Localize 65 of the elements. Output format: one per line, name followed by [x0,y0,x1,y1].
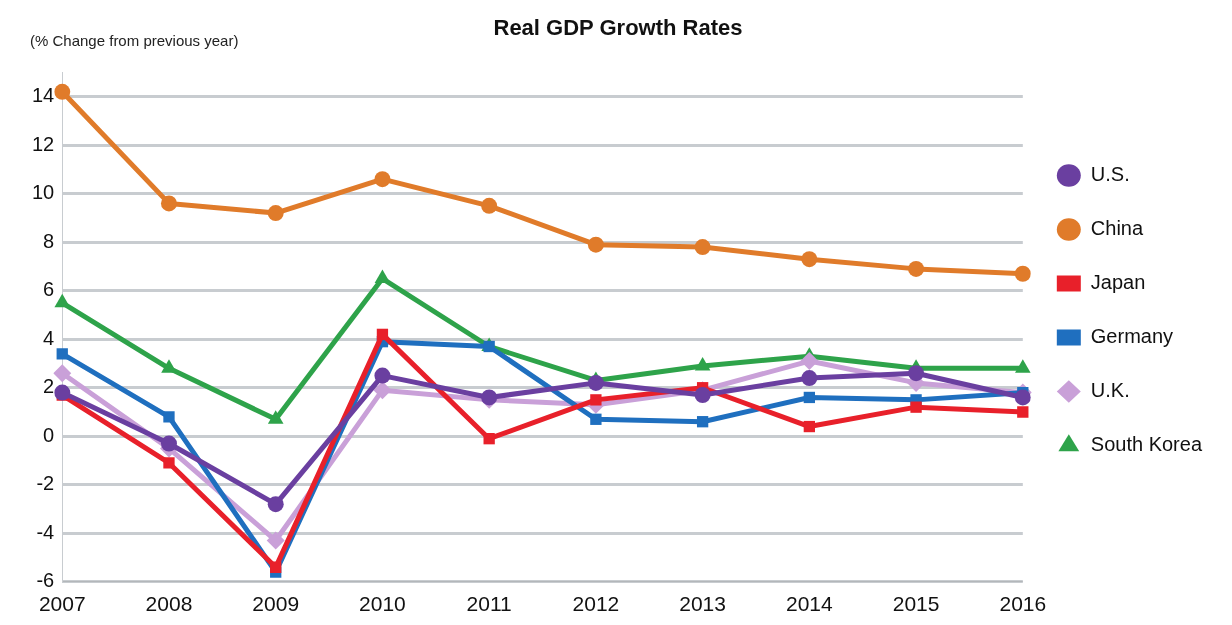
point [481,197,498,214]
x-tick-label: 2007 [38,592,86,616]
point [160,195,177,212]
point [53,364,72,383]
y-tick-label: -6 [36,569,55,592]
x-tick-label: 2010 [359,592,406,616]
point [1017,406,1029,418]
point [1014,389,1031,406]
point [694,387,711,404]
point [587,236,604,253]
point [374,367,391,384]
point [54,384,71,401]
legend-label: South Korea [1090,433,1203,456]
point [800,352,819,371]
point [376,328,389,341]
y-tick-label: -4 [36,520,55,543]
x-tick-label: 2015 [892,592,940,616]
point [160,435,177,452]
x-tick-label: 2009 [252,592,300,616]
y-tick-label: 2 [43,375,55,398]
x-tick-label: 2016 [999,592,1047,616]
legend-label: Japan [1090,271,1146,294]
point [801,251,818,268]
point [374,171,391,188]
point [163,411,175,423]
point [266,531,285,550]
chart-title: Real GDP Growth Rates [493,15,743,41]
point [910,401,922,413]
point [56,348,68,360]
point [483,433,495,445]
point [267,205,284,222]
point [590,394,602,406]
y-tick-label: 8 [43,229,55,252]
x-tick-label: 2012 [572,592,620,616]
point [908,365,925,382]
y-tick-label: 12 [32,132,55,155]
point [54,83,71,100]
point [267,496,284,513]
legend-label: U.K. [1090,379,1130,402]
y-tick-label: -2 [36,472,55,495]
legend-label: U.S. [1090,163,1130,186]
point [590,413,602,425]
legend-label: China [1090,217,1144,240]
point [696,416,709,428]
y-tick-label: 6 [43,278,55,301]
y-tick-label: 14 [32,84,55,107]
y-axis-title: (% Change from previous year) [30,32,239,50]
legend-label: Germany [1090,325,1174,348]
point [803,391,816,404]
point [587,374,604,391]
point [1014,265,1031,282]
x-tick-label: 2013 [679,592,726,616]
point [373,381,392,400]
x-tick-label: 2011 [466,592,512,616]
x-tick-label: 2008 [145,592,193,616]
y-tick-label: 0 [43,423,55,446]
point [801,370,818,387]
point [908,260,925,277]
point [270,561,282,573]
y-tick-label: 10 [32,181,55,204]
y-tick-label: 4 [43,326,55,349]
point [694,239,711,256]
x-tick-label: 2014 [785,592,834,616]
point [163,457,175,469]
point [803,420,816,433]
